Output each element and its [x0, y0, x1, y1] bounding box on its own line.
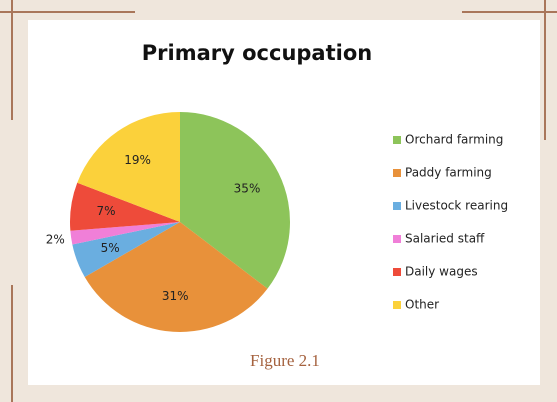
legend-swatch [393, 169, 401, 177]
pie: 35% 31% 5% 2% 7% 19% [46, 112, 291, 332]
caption: Figure 2.1 [250, 351, 320, 370]
legend-label: Salaried staff [405, 232, 485, 246]
legend-swatch [393, 235, 401, 243]
data-label: 19% [124, 153, 151, 167]
pie-slice [180, 112, 291, 289]
pie-slice [70, 182, 180, 231]
legend-swatch [393, 136, 401, 144]
pie-slice [84, 222, 268, 332]
legend-swatch [393, 301, 401, 309]
pie-slice [70, 222, 180, 245]
legend-label: Livestock rearing [405, 199, 508, 213]
data-label: 2% [46, 232, 65, 246]
legend: Orchard farming Paddy farming Livestock re… [393, 133, 508, 312]
data-label: 5% [101, 241, 120, 255]
data-label: 35% [234, 181, 261, 195]
data-label: 7% [96, 204, 115, 218]
legend-label: Orchard farming [405, 133, 503, 147]
legend-label: Paddy farming [405, 166, 492, 180]
data-label: 31% [162, 289, 189, 303]
chart-title: Primary occupation [142, 41, 372, 65]
legend-label: Other [405, 298, 439, 312]
pie-slice [77, 112, 180, 222]
legend-swatch [393, 202, 401, 210]
legend-label: Daily wages [405, 265, 478, 279]
legend-swatch [393, 268, 401, 276]
pie-slice [72, 222, 180, 277]
